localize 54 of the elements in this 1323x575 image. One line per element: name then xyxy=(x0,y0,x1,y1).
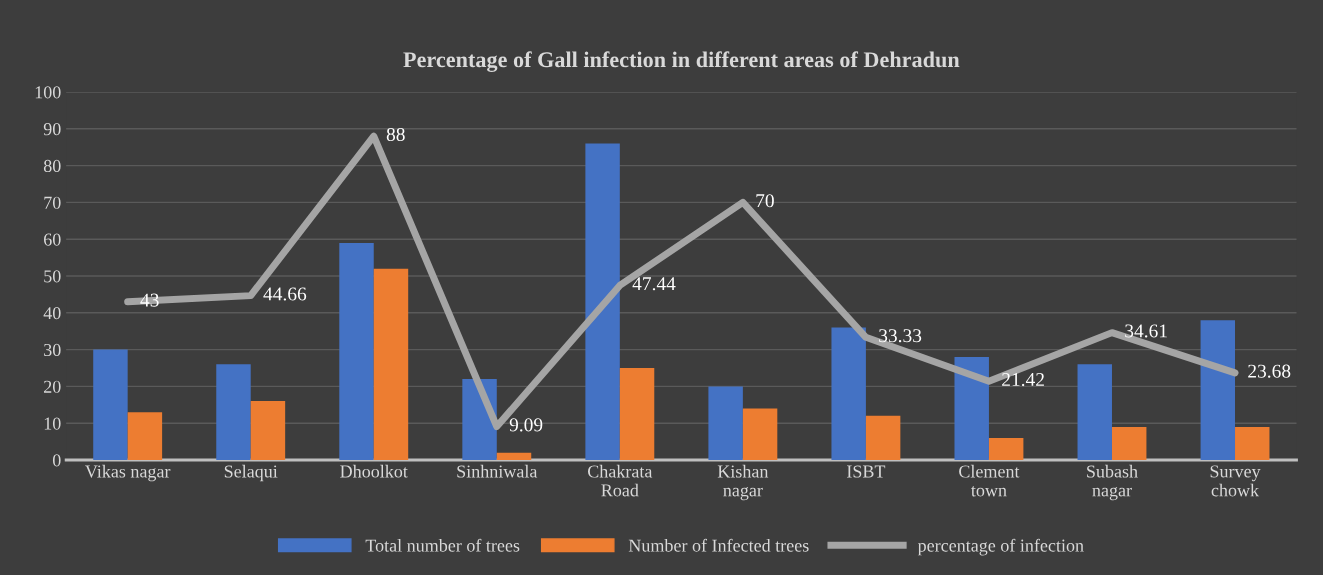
x-tick-label: Selaqui xyxy=(224,464,278,482)
bar xyxy=(988,437,1024,460)
data-label: 34.61 xyxy=(1125,324,1167,338)
bar xyxy=(954,356,989,460)
x-tick-label: Chakrata Road xyxy=(587,464,653,497)
data-label: 88 xyxy=(386,127,405,142)
bar xyxy=(250,401,286,460)
bar xyxy=(1111,426,1147,460)
data-label: 9.09 xyxy=(509,418,543,432)
x-tick-label: Sinhniwala xyxy=(457,464,538,478)
y-tick-label: 70 xyxy=(44,196,61,209)
data-label: 23.68 xyxy=(1248,364,1291,378)
bar xyxy=(93,349,128,460)
y-tick-label: 90 xyxy=(43,123,61,136)
y-tick-label: 20 xyxy=(44,380,61,393)
x-tick-label: Dhoolkot xyxy=(340,464,408,478)
bar xyxy=(619,368,655,460)
y-tick-label: 30 xyxy=(44,343,61,357)
bar xyxy=(1235,426,1270,460)
y-tick-label: 50 xyxy=(44,270,61,283)
x-tick-label: Vikas nagar xyxy=(85,464,171,482)
x-tick-label: Survey chowk xyxy=(1210,465,1261,497)
bar xyxy=(339,242,374,460)
chart-title: Percentage of Gall infection in different areas of Dehradun xyxy=(403,51,960,72)
legend-label: Number of Infected trees xyxy=(628,538,809,552)
data-label: 21.42 xyxy=(1002,372,1044,387)
bar xyxy=(373,268,409,460)
y-tick-label: 60 xyxy=(44,233,61,246)
y-tick-label: 10 xyxy=(44,417,61,430)
y-tick-label: 100 xyxy=(35,86,61,99)
x-tick-label: Subash nagar xyxy=(1087,464,1138,501)
bar xyxy=(1200,320,1236,460)
legend-label: percentage of infection xyxy=(917,538,1084,556)
data-label: 47.44 xyxy=(632,277,676,291)
data-label: 70 xyxy=(756,194,774,208)
bar xyxy=(127,412,163,460)
bar xyxy=(216,364,251,460)
x-tick-label: ISBT xyxy=(846,465,886,478)
x-tick-label: Clement town xyxy=(959,464,1020,497)
bar xyxy=(708,386,743,460)
bar xyxy=(831,327,866,460)
data-label: 33.33 xyxy=(879,329,922,343)
data-label: 43 xyxy=(140,293,159,307)
y-tick-label: 40 xyxy=(43,307,61,320)
bar xyxy=(496,452,532,460)
data-label: 44.66 xyxy=(263,287,307,301)
x-tick-label: Kishan nagar xyxy=(717,464,769,501)
legend-label: Total number of trees xyxy=(365,538,520,552)
y-tick-label: 0 xyxy=(52,454,61,467)
y-tick-label: 80 xyxy=(43,159,61,173)
bar xyxy=(865,415,901,460)
bar xyxy=(585,143,620,460)
bar xyxy=(742,408,778,460)
bar xyxy=(1077,364,1112,460)
